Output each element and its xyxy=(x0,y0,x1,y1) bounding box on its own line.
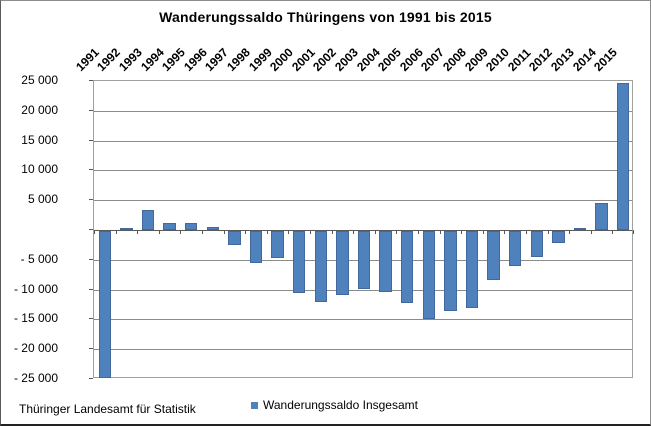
x-tick-label-2015: 2015 xyxy=(591,45,621,74)
bar-2005 xyxy=(400,231,414,303)
gridline xyxy=(94,200,632,202)
y-tick-label: - 15 000 xyxy=(13,311,58,326)
gridline xyxy=(94,319,632,321)
bar-1992 xyxy=(120,227,133,230)
bar-1991 xyxy=(98,231,112,379)
category-axis-tick xyxy=(288,230,290,234)
source-note: Thüringer Landesamt für Statistik xyxy=(19,402,196,416)
gridline xyxy=(94,170,632,172)
category-axis-tick xyxy=(245,230,247,234)
category-axis-tick xyxy=(374,230,376,234)
category-axis-tick xyxy=(569,230,571,234)
gridline xyxy=(94,289,632,291)
category-axis-tick xyxy=(202,230,203,234)
bar-2003 xyxy=(357,231,371,289)
category-axis-tick xyxy=(633,230,634,234)
bar-2001 xyxy=(314,231,328,302)
y-tick-label: 5 000 xyxy=(27,192,58,207)
category-axis-tick xyxy=(180,230,182,234)
category-axis-tick xyxy=(482,230,484,234)
y-axis-tick xyxy=(89,109,93,111)
category-axis-tick xyxy=(158,230,160,234)
y-axis-tick xyxy=(89,169,93,171)
y-axis-tick xyxy=(89,229,93,230)
y-tick-label: 10 000 xyxy=(21,162,58,177)
category-axis-tick xyxy=(547,230,549,234)
category-axis-tick xyxy=(396,230,398,234)
category-axis-tick xyxy=(94,230,95,234)
bar-2015 xyxy=(616,83,630,230)
category-axis-tick xyxy=(331,230,333,234)
bar-2013 xyxy=(573,228,587,231)
category-axis-tick xyxy=(353,230,355,234)
gridline xyxy=(94,349,632,351)
y-axis-tick xyxy=(89,378,93,379)
y-axis-tick xyxy=(89,348,93,350)
category-axis-tick xyxy=(590,230,592,234)
y-axis-tick xyxy=(89,199,93,201)
gridline xyxy=(94,110,632,112)
y-tick-label: - 5 000 xyxy=(20,251,58,266)
bar-1998 xyxy=(249,231,263,263)
bar-2009 xyxy=(487,231,500,280)
gridline xyxy=(94,140,632,142)
category-axis-tick xyxy=(137,230,139,234)
y-axis-tick xyxy=(89,318,93,320)
y-axis-tick xyxy=(89,80,93,81)
category-axis-tick xyxy=(439,230,441,234)
bar-2010 xyxy=(508,231,522,266)
category-axis-tick xyxy=(504,230,506,234)
chart-title: Wanderungssaldo Thüringens von 1991 bis … xyxy=(159,9,492,25)
y-tick-label: - 25 000 xyxy=(13,371,58,385)
bar-2006 xyxy=(422,231,436,319)
bar-1999 xyxy=(271,231,284,258)
y-tick-label: 15 000 xyxy=(21,132,58,147)
bar-2004 xyxy=(379,231,392,293)
category-axis-tick xyxy=(526,230,527,234)
y-axis-tick xyxy=(89,258,93,260)
category-axis-tick xyxy=(310,230,311,234)
y-tick-label: - 10 000 xyxy=(13,281,58,296)
bar-1993 xyxy=(141,210,155,230)
category-axis-tick xyxy=(612,230,614,234)
bar-2014 xyxy=(595,203,608,230)
legend-label: Wanderungssaldo Insgesamt xyxy=(263,398,418,412)
category-axis-tick xyxy=(223,230,225,234)
bar-2008 xyxy=(465,231,479,308)
y-tick-label: 25 000 xyxy=(21,73,58,87)
bar-2012 xyxy=(552,231,565,243)
bar-2007 xyxy=(444,231,457,312)
legend: Wanderungssaldo Insgesamt xyxy=(10,398,650,412)
category-axis-tick xyxy=(461,230,463,234)
bar-1995 xyxy=(184,222,198,230)
category-axis-tick xyxy=(266,230,268,234)
y-axis-tick xyxy=(89,139,93,141)
plot-area xyxy=(93,80,634,379)
category-axis-tick xyxy=(115,230,117,234)
x-axis-zero-line xyxy=(94,230,632,231)
y-tick-label: - 20 000 xyxy=(13,341,58,356)
bar-1996 xyxy=(206,227,220,230)
y-tick-label: 20 000 xyxy=(21,102,58,117)
y-axis-tick xyxy=(89,288,93,290)
legend-swatch-icon xyxy=(251,401,258,409)
category-axis-tick xyxy=(418,230,419,234)
bar-1994 xyxy=(163,223,176,230)
bar-2002 xyxy=(336,231,349,295)
bar-1997 xyxy=(228,231,241,245)
bar-2011 xyxy=(530,231,544,257)
bar-2000 xyxy=(292,231,306,293)
